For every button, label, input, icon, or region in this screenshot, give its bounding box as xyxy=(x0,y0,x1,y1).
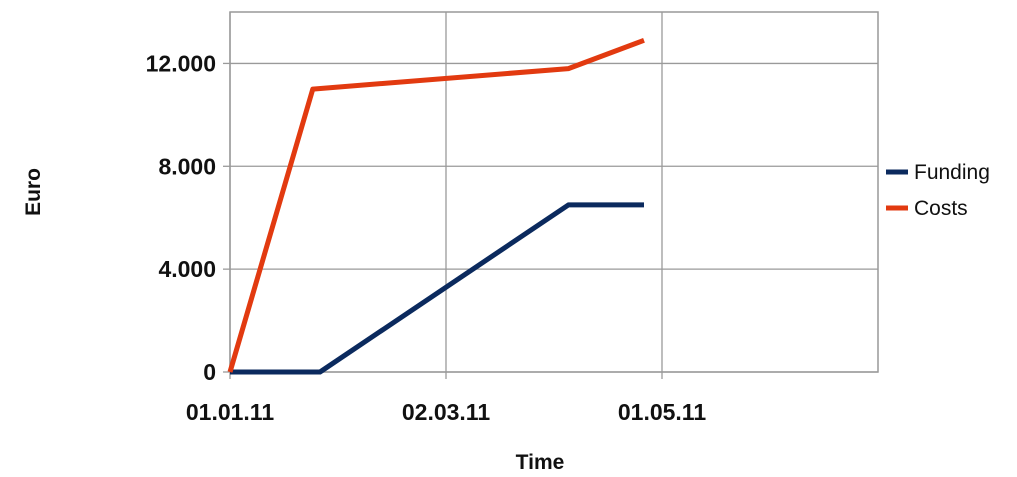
y-axis-title: Euro xyxy=(22,168,45,216)
x-tick-label: 01.01.11 xyxy=(186,399,274,425)
x-axis-title: Time xyxy=(516,451,565,474)
y-tick-label: 4.000 xyxy=(158,256,216,282)
y-tick-label: 8.000 xyxy=(158,153,216,179)
legend-label-funding: Funding xyxy=(914,161,990,184)
y-tick-label: 0 xyxy=(203,359,216,385)
legend-label-costs: Costs xyxy=(914,197,968,220)
x-axis-ticks: 01.01.11 02.03.11 01.05.11 xyxy=(186,372,706,425)
y-tick-label: 12.000 xyxy=(146,50,216,76)
grid xyxy=(229,12,878,373)
series-line-funding xyxy=(230,202,644,375)
x-tick-label: 02.03.11 xyxy=(402,399,490,425)
x-tick-label: 01.05.11 xyxy=(618,399,706,425)
series-layer xyxy=(227,37,645,375)
y-axis-ticks: 0 4.000 8.000 12.000 xyxy=(146,50,230,385)
plot-area xyxy=(229,11,879,373)
series-line-costs xyxy=(227,37,645,373)
legend: Funding Costs xyxy=(886,161,990,220)
